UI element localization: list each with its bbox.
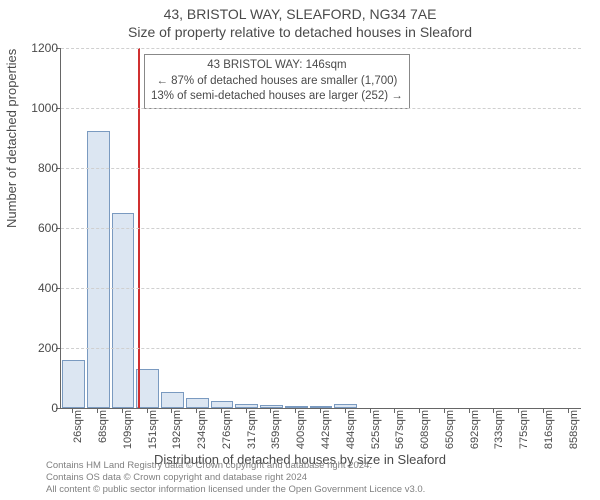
x-tick-label: 775sqm <box>518 410 530 470</box>
histogram-bar <box>186 398 209 409</box>
histogram-bar <box>211 401 234 408</box>
x-tick-mark <box>122 408 123 413</box>
gridline <box>61 228 581 229</box>
chart-title-line1: 43, BRISTOL WAY, SLEAFORD, NG34 7AE <box>0 6 600 22</box>
x-tick-mark <box>543 408 544 413</box>
y-tick-label: 400 <box>8 281 58 295</box>
annotation-line3: 13% of semi-detached houses are larger (… <box>151 89 403 105</box>
x-tick-mark <box>72 408 73 413</box>
attribution-line1: Contains HM Land Registry data © Crown c… <box>46 460 425 472</box>
x-tick-mark <box>568 408 569 413</box>
chart-subtitle: Size of property relative to detached ho… <box>0 24 600 40</box>
attribution-line2: Contains OS data © Crown copyright and d… <box>46 472 425 484</box>
x-tick-mark <box>345 408 346 413</box>
x-tick-mark <box>196 408 197 413</box>
x-tick-mark <box>469 408 470 413</box>
x-tick-mark <box>221 408 222 413</box>
x-tick-mark <box>147 408 148 413</box>
x-tick-mark <box>97 408 98 413</box>
plot-area: 43 BRISTOL WAY: 146sqm ← 87% of detached… <box>60 48 581 409</box>
attribution-line3: All content © public sector information … <box>46 484 425 496</box>
x-tick-label: 733sqm <box>493 410 505 470</box>
y-tick-label: 200 <box>8 341 58 355</box>
x-tick-mark <box>270 408 271 413</box>
y-tick-label: 1000 <box>8 101 58 115</box>
x-tick-label: 692sqm <box>469 410 481 470</box>
x-tick-mark <box>518 408 519 413</box>
y-tick-label: 1200 <box>8 41 58 55</box>
histogram-bar <box>87 131 110 409</box>
gridline <box>61 288 581 289</box>
x-tick-label: 816sqm <box>543 410 555 470</box>
gridline <box>61 48 581 49</box>
x-tick-label: 650sqm <box>444 410 456 470</box>
y-tick-label: 800 <box>8 161 58 175</box>
annotation-line1: 43 BRISTOL WAY: 146sqm <box>151 58 403 74</box>
x-tick-mark <box>246 408 247 413</box>
histogram-bar <box>112 213 135 408</box>
y-tick-label: 600 <box>8 221 58 235</box>
y-tick-label: 0 <box>8 401 58 415</box>
x-tick-label: 858sqm <box>568 410 580 470</box>
annotation-box: 43 BRISTOL WAY: 146sqm ← 87% of detached… <box>144 54 410 109</box>
gridline <box>61 348 581 349</box>
gridline <box>61 108 581 109</box>
attribution: Contains HM Land Registry data © Crown c… <box>46 460 425 496</box>
histogram-bar <box>62 360 85 408</box>
x-tick-mark <box>171 408 172 413</box>
x-tick-mark <box>295 408 296 413</box>
gridline <box>61 168 581 169</box>
x-tick-mark <box>444 408 445 413</box>
x-tick-mark <box>394 408 395 413</box>
annotation-line2: ← 87% of detached houses are smaller (1,… <box>151 74 403 90</box>
x-tick-mark <box>370 408 371 413</box>
x-tick-mark <box>419 408 420 413</box>
histogram-bar <box>161 392 184 409</box>
x-tick-mark <box>493 408 494 413</box>
x-tick-mark <box>320 408 321 413</box>
y-axis-label: Number of detached properties <box>4 49 19 228</box>
